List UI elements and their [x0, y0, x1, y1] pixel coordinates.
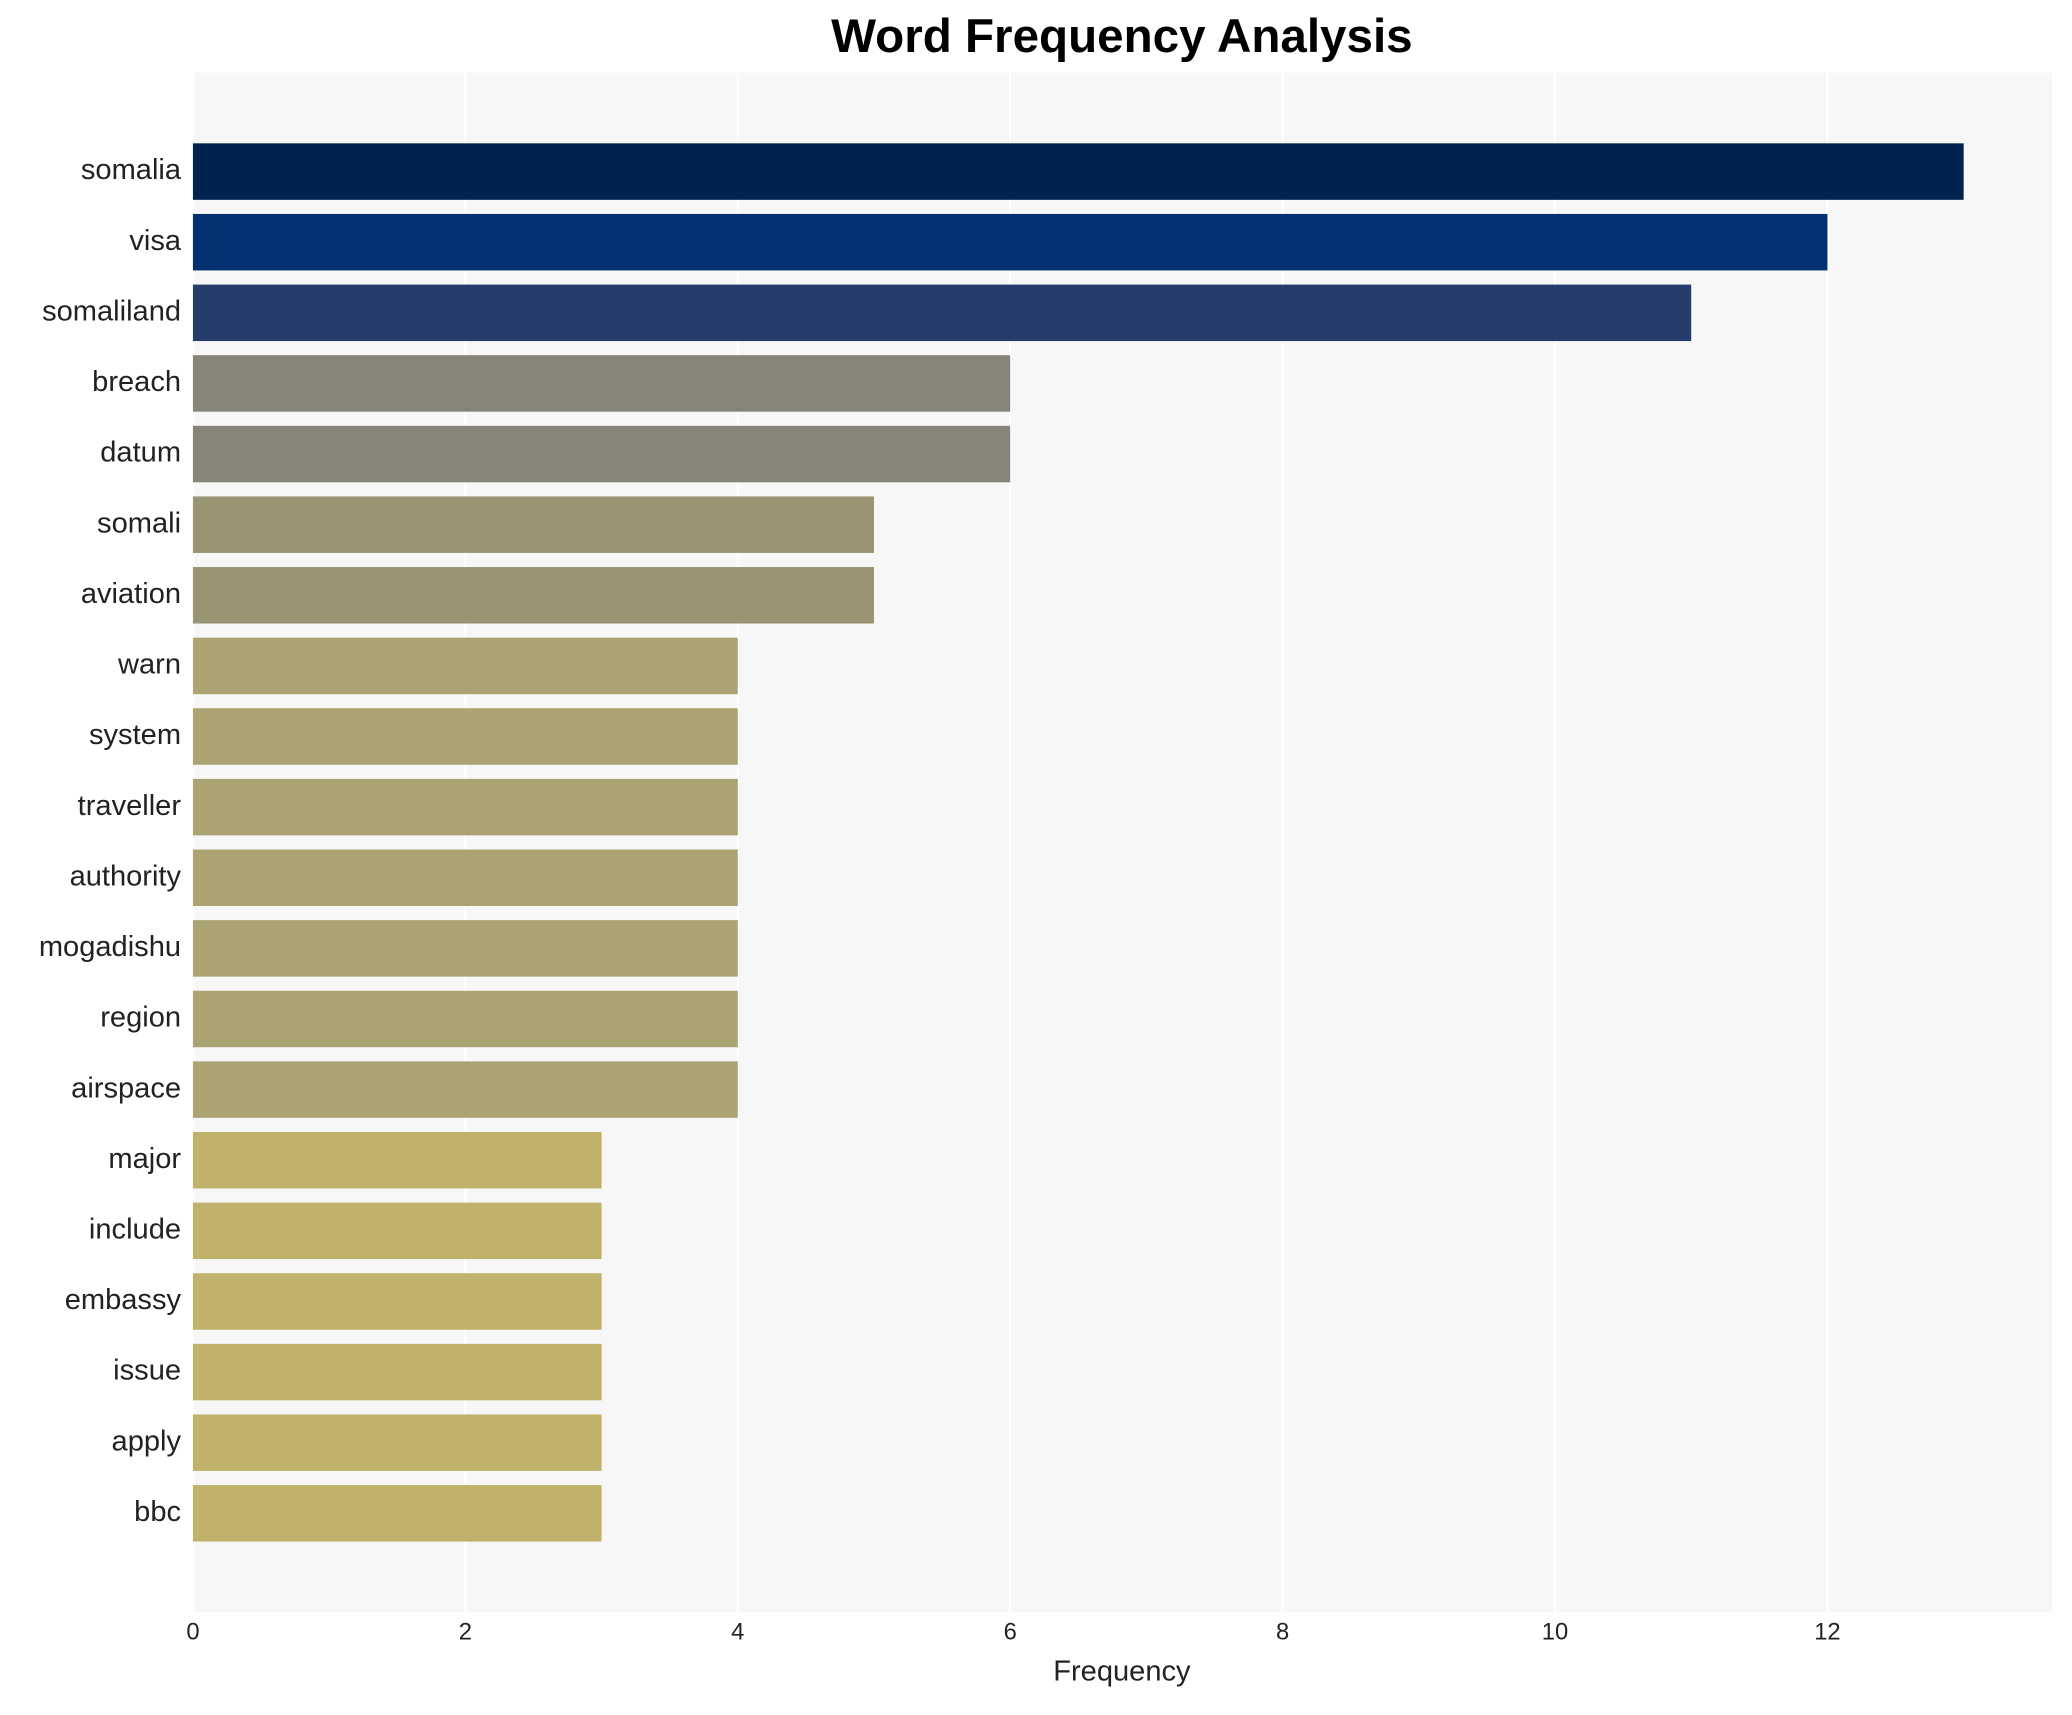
- bar: [192, 496, 874, 553]
- y-tick-label: system: [89, 719, 181, 751]
- y-tick-label: warn: [117, 649, 181, 681]
- y-tick-label: visa: [129, 225, 182, 257]
- x-tick-label: 8: [1276, 1619, 1289, 1646]
- y-tick-label: embassy: [65, 1284, 182, 1316]
- bar: [192, 1485, 602, 1542]
- y-tick-label: apply: [112, 1425, 182, 1457]
- y-tick-label: somali: [97, 507, 181, 539]
- y-tick-label: airspace: [71, 1072, 181, 1104]
- bar: [192, 143, 1964, 200]
- bar: [192, 1343, 602, 1401]
- bar: [192, 1061, 738, 1118]
- bar: [192, 1273, 602, 1330]
- x-tick-label: 6: [1004, 1619, 1017, 1646]
- x-tick-label: 0: [186, 1619, 199, 1646]
- bar: [192, 637, 738, 695]
- y-tick-label: authority: [70, 860, 182, 892]
- y-tick-label: traveller: [78, 790, 182, 822]
- y-tick-label: somaliland: [42, 295, 181, 327]
- bar: [192, 425, 1011, 483]
- bar: [192, 778, 738, 836]
- y-tick-label: aviation: [81, 578, 181, 610]
- bar: [192, 1414, 602, 1471]
- x-tick-label: 10: [1542, 1619, 1568, 1646]
- x-tick-label: 4: [731, 1619, 744, 1646]
- y-tick-label: region: [100, 1002, 181, 1034]
- bar: [192, 213, 1828, 271]
- y-tick-label: bbc: [134, 1496, 181, 1528]
- y-tick-label: datum: [100, 437, 181, 469]
- chart-title: Word Frequency Analysis: [831, 10, 1412, 63]
- y-tick-label: include: [89, 1214, 181, 1246]
- x-axis-label: Frequency: [1053, 1656, 1191, 1688]
- y-tick-label: major: [108, 1143, 181, 1175]
- y-tick-label: issue: [113, 1355, 181, 1387]
- x-tick-label: 12: [1814, 1619, 1840, 1646]
- bar: [192, 1131, 602, 1189]
- bar: [192, 1202, 602, 1260]
- bar: [192, 355, 1011, 412]
- bar: [192, 708, 738, 765]
- bar: [192, 990, 738, 1048]
- x-tick-label: 2: [459, 1619, 472, 1646]
- y-tick-label: breach: [92, 366, 181, 398]
- y-tick-label: somalia: [81, 154, 182, 186]
- bar: [192, 849, 738, 907]
- bar: [192, 284, 1692, 342]
- bar: [192, 567, 874, 624]
- bar: [192, 920, 738, 977]
- y-tick-label: mogadishu: [39, 931, 181, 963]
